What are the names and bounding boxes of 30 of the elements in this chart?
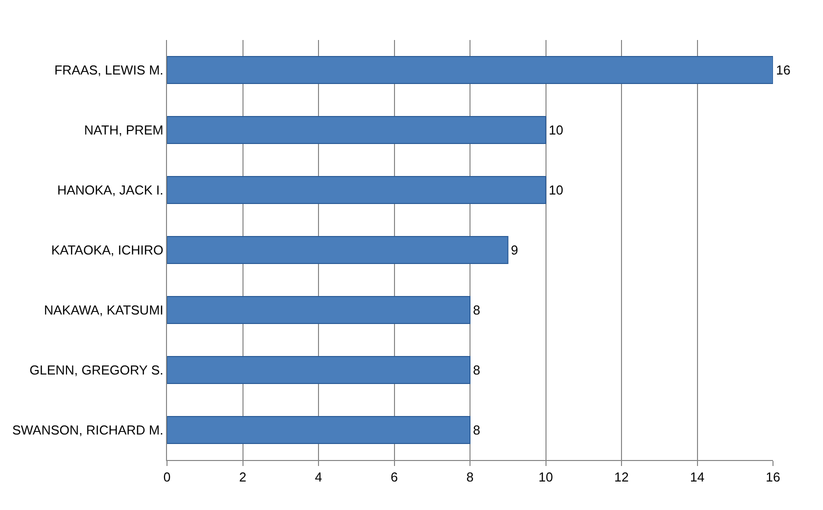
- bar: [167, 356, 470, 384]
- y-tick-label: KATAOKA, ICHIRO: [51, 242, 164, 258]
- data-label: 16: [776, 62, 790, 78]
- y-tick-label: FRAAS, LEWIS M.: [54, 62, 164, 78]
- data-label: 8: [473, 302, 480, 318]
- x-tick-label: 8: [466, 470, 474, 485]
- y-tick-label: NAKAWA, KATSUMI: [44, 302, 164, 318]
- x-tick-label: 4: [314, 470, 322, 485]
- x-tick-label: 6: [390, 470, 398, 485]
- bar: [167, 56, 773, 84]
- bar: [167, 296, 470, 324]
- x-tick-label: 2: [239, 470, 246, 485]
- x-tick-label: 12: [614, 470, 629, 485]
- data-label: 8: [473, 422, 480, 438]
- x-tick-label: 0: [163, 470, 171, 485]
- y-tick-label: SWANSON, RICHARD M.: [12, 422, 164, 438]
- data-label: 9: [510, 242, 518, 258]
- bar: [167, 416, 470, 444]
- data-label: 10: [548, 182, 564, 198]
- bar: [167, 116, 546, 144]
- x-tick-label: 14: [690, 470, 704, 485]
- bar: [167, 236, 508, 264]
- y-tick-label: GLENN, GREGORY S.: [29, 362, 164, 378]
- data-label: 10: [548, 122, 564, 138]
- data-label: 8: [473, 362, 480, 378]
- y-tick-label: NATH, PREM: [84, 122, 164, 138]
- x-tick-label: 16: [766, 470, 780, 485]
- x-tick-label: 10: [538, 470, 553, 485]
- bar: [167, 176, 546, 204]
- y-tick-label: HANOKA, JACK I.: [57, 182, 164, 198]
